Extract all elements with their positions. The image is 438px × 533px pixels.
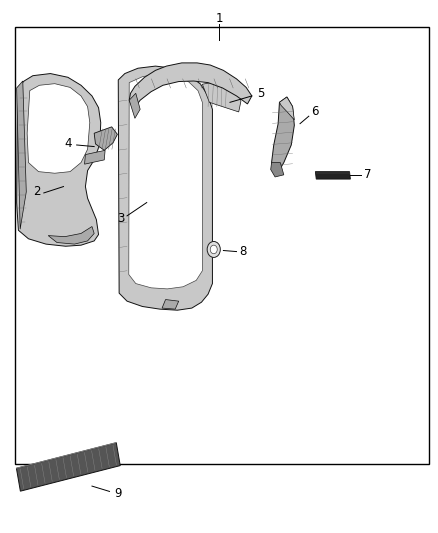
Polygon shape xyxy=(162,300,179,309)
Polygon shape xyxy=(129,74,202,289)
Text: 2: 2 xyxy=(33,185,41,198)
Text: 9: 9 xyxy=(114,487,122,499)
Polygon shape xyxy=(272,97,294,176)
Bar xyxy=(15,27,429,464)
Text: 8: 8 xyxy=(240,245,247,258)
Polygon shape xyxy=(315,172,350,179)
Text: 5: 5 xyxy=(257,87,264,100)
Polygon shape xyxy=(94,127,117,150)
Polygon shape xyxy=(129,93,140,118)
Text: 6: 6 xyxy=(311,106,319,118)
Polygon shape xyxy=(118,66,212,310)
Polygon shape xyxy=(17,81,26,229)
Text: 3: 3 xyxy=(117,212,124,225)
Text: 1: 1 xyxy=(215,12,223,25)
Polygon shape xyxy=(17,74,101,246)
Text: 7: 7 xyxy=(364,168,372,181)
Circle shape xyxy=(210,245,217,254)
Polygon shape xyxy=(85,150,105,164)
Polygon shape xyxy=(27,84,90,173)
Polygon shape xyxy=(271,163,284,177)
Polygon shape xyxy=(279,97,294,120)
Text: 4: 4 xyxy=(64,138,72,150)
Polygon shape xyxy=(202,79,241,112)
Circle shape xyxy=(207,241,220,257)
Polygon shape xyxy=(16,442,120,491)
Polygon shape xyxy=(129,63,252,109)
Polygon shape xyxy=(48,227,94,244)
